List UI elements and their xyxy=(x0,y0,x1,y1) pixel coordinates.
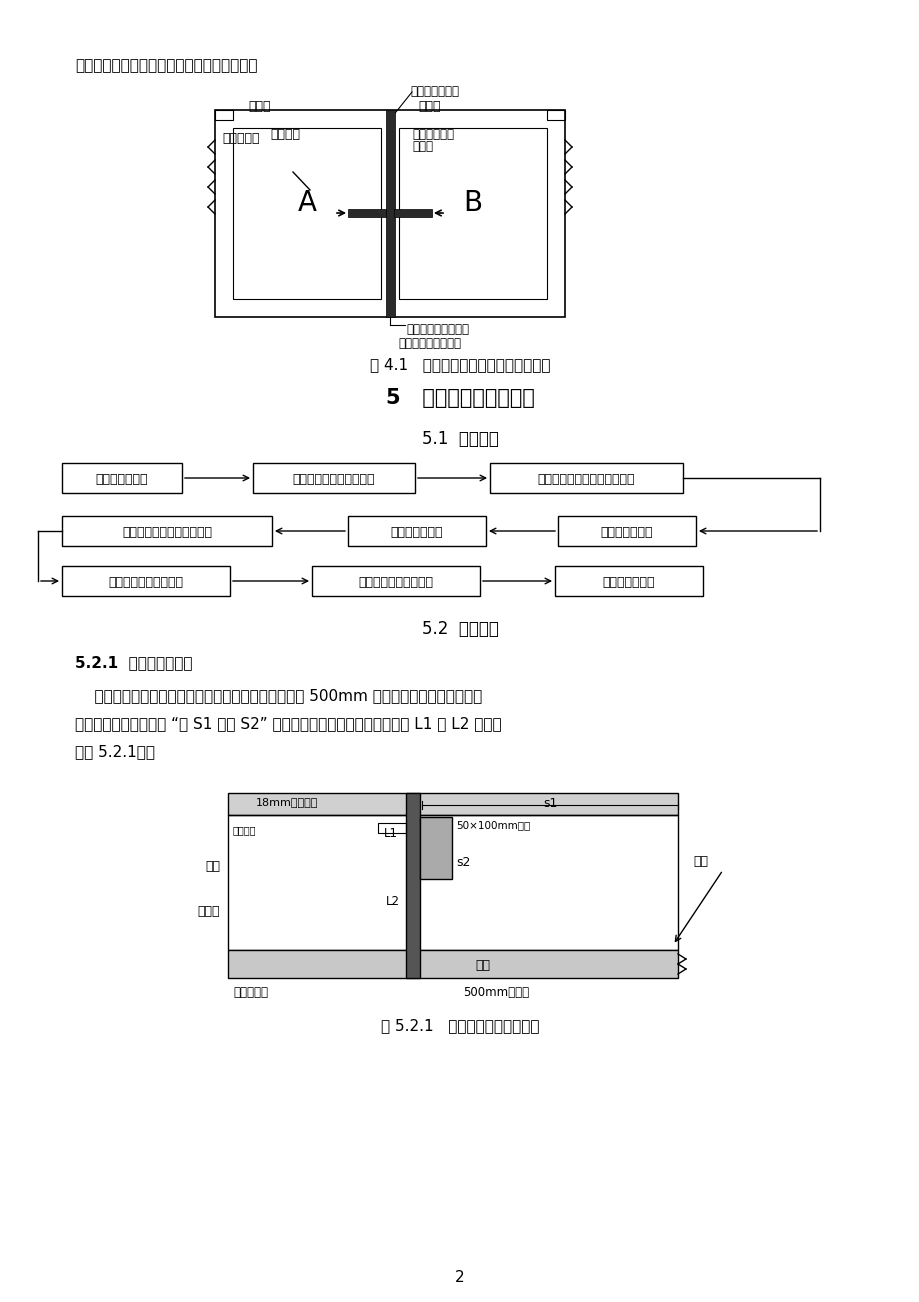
Bar xyxy=(62,566,230,596)
Text: 线锤: 线锤 xyxy=(692,855,708,868)
Text: A: A xyxy=(297,189,316,217)
Bar xyxy=(62,516,272,546)
Text: 钒边氯丁橡胶止水带安装连接: 钒边氯丁橡胶止水带安装连接 xyxy=(537,473,634,486)
Text: 图 5.2.1   底板变形缝控制大样图: 图 5.2.1 底板变形缝控制大样图 xyxy=(380,1018,539,1032)
Bar xyxy=(393,210,432,217)
Bar xyxy=(547,109,564,120)
Text: 5.2  操作要点: 5.2 操作要点 xyxy=(421,620,498,638)
Text: 5.2.1  设计缝定位弹线: 5.2.1 设计缝定位弹线 xyxy=(75,655,192,671)
Text: 用钓锤线来控制止水带 “上 S1 和下 S2” 两个距离，及相对止水带边的宽度 L1 与 L2 是相等: 用钓锤线来控制止水带 “上 S1 和下 S2” 两个距离，及相对止水带边的宽度 … xyxy=(75,716,501,730)
Text: 双组聚硫密封膏: 双组聚硫密封膏 xyxy=(410,85,459,98)
Text: 固定用锂筋: 固定用锂筋 xyxy=(233,986,267,999)
Bar xyxy=(312,566,480,596)
Text: s2: s2 xyxy=(456,855,470,868)
Text: 浇筑另半幅区块混凝土: 浇筑另半幅区块混凝土 xyxy=(108,575,183,589)
Text: 半幅定位锂筋和模板安装: 半幅定位锂筋和模板安装 xyxy=(292,473,375,486)
Bar xyxy=(399,128,547,299)
Text: 后施工: 后施工 xyxy=(418,100,441,113)
Text: 定位锂筋: 定位锂筋 xyxy=(233,825,256,835)
Text: 强抗变形能力，从而提高变形后的防水能力。: 强抗变形能力，从而提高变形后的防水能力。 xyxy=(75,59,257,73)
Text: 止水带: 止水带 xyxy=(412,141,433,154)
Text: 粘贴变形缝聚苯乙烯泡沫板: 粘贴变形缝聚苯乙烯泡沫板 xyxy=(122,526,211,539)
Bar xyxy=(215,109,564,316)
Bar xyxy=(228,815,677,950)
Text: 5.1  工艺流程: 5.1 工艺流程 xyxy=(421,430,498,448)
Bar xyxy=(62,464,182,493)
Text: 实体混凝土: 实体混凝土 xyxy=(221,132,259,145)
Text: 止水带: 止水带 xyxy=(198,905,220,918)
Text: 底板: 底板 xyxy=(205,861,220,874)
Text: 2: 2 xyxy=(455,1269,464,1285)
Text: L2: L2 xyxy=(386,894,400,907)
Bar xyxy=(228,793,677,815)
Text: 定位锂筋: 定位锂筋 xyxy=(269,128,300,141)
Text: 图 4.1   钒边氯丁橡胶止水带设置大样图: 图 4.1 钒边氯丁橡胶止水带设置大样图 xyxy=(369,357,550,372)
Text: 500mm控制线: 500mm控制线 xyxy=(462,986,528,999)
Bar xyxy=(253,464,414,493)
Bar xyxy=(347,516,485,546)
Text: 浇筑半幅混凝土: 浇筑半幅混凝土 xyxy=(600,526,652,539)
Text: 变形缝施工结束: 变形缝施工结束 xyxy=(602,575,654,589)
Text: 先施工: 先施工 xyxy=(248,100,271,113)
Text: 聚苯乙烯硬质泡沫板: 聚苯乙烯硬质泡沫板 xyxy=(405,323,469,336)
Text: L1: L1 xyxy=(383,827,398,840)
Bar xyxy=(420,816,451,879)
Bar xyxy=(228,950,677,978)
Bar xyxy=(233,128,380,299)
Text: 设计缝定位弹线: 设计缝定位弹线 xyxy=(96,473,148,486)
Text: 18mm厚胶合板: 18mm厚胶合板 xyxy=(255,797,318,807)
Text: 5   工艺流程及操作要点: 5 工艺流程及操作要点 xyxy=(385,388,534,408)
Text: 先在底板垫层上弹出每条变形缝中心线位置，并外移 500mm 作为施工控制线。施工中采: 先在底板垫层上弹出每条变形缝中心线位置，并外移 500mm 作为施工控制线。施工… xyxy=(75,687,482,703)
Bar xyxy=(386,109,394,316)
Bar xyxy=(215,109,233,120)
Bar xyxy=(490,464,682,493)
Bar xyxy=(347,210,386,217)
Text: s1: s1 xyxy=(542,797,557,810)
Text: 变形缝修缝及封膏嵌缝: 变形缝修缝及封膏嵌缝 xyxy=(358,575,433,589)
Bar xyxy=(554,566,702,596)
Bar xyxy=(378,823,405,833)
Text: （图 5.2.1）。: （图 5.2.1）。 xyxy=(75,743,154,759)
Text: 垫层: 垫层 xyxy=(475,960,490,973)
Text: 钒边氯丁橡胶: 钒边氯丁橡胶 xyxy=(412,128,453,141)
Text: B: B xyxy=(463,189,482,217)
Text: 50×100mm方木: 50×100mm方木 xyxy=(456,820,529,829)
Text: 结构变形缝或引发缝: 结构变形缝或引发缝 xyxy=(398,337,460,350)
Bar xyxy=(558,516,696,546)
Text: 拆除变形缝模板: 拆除变形缝模板 xyxy=(391,526,443,539)
Bar xyxy=(405,793,420,978)
